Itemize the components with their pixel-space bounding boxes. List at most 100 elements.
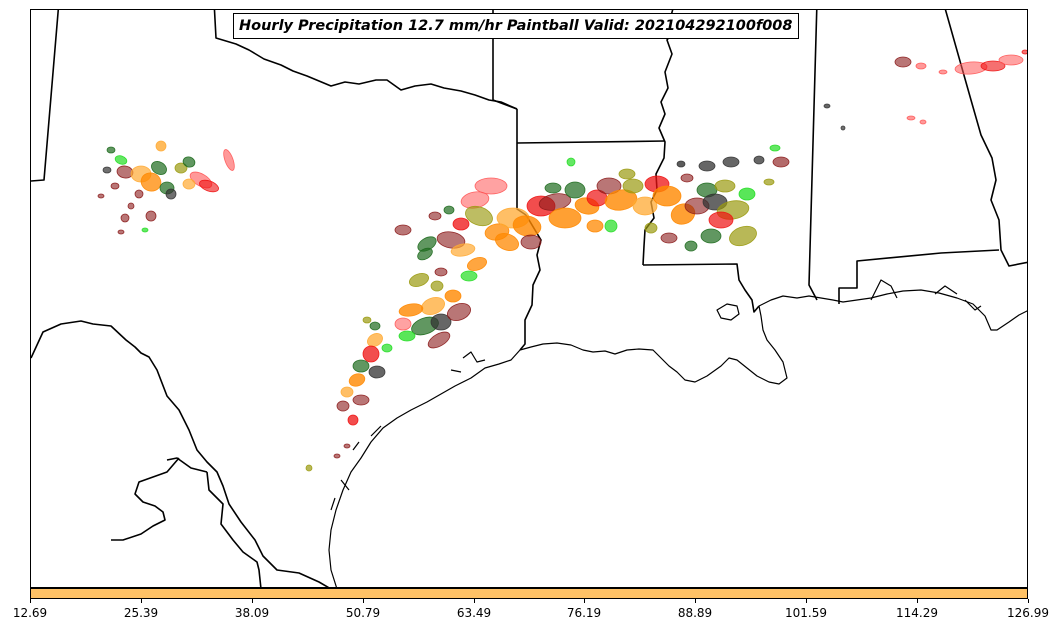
precip-blob bbox=[394, 317, 412, 331]
colorbar-tick-label: 50.79 bbox=[345, 606, 381, 620]
precip-blob bbox=[444, 289, 462, 303]
panhandle-bays bbox=[870, 279, 982, 311]
precip-blob bbox=[708, 211, 734, 229]
precip-blob bbox=[604, 219, 618, 233]
al-ga-border bbox=[944, 10, 1027, 267]
precip-blob bbox=[430, 313, 452, 331]
precip-blob bbox=[772, 156, 790, 168]
precip-blob bbox=[343, 443, 351, 449]
galveston-bay bbox=[450, 351, 486, 373]
red-river-border bbox=[213, 10, 518, 110]
precip-blob bbox=[117, 229, 125, 235]
precip-blob bbox=[738, 187, 756, 201]
precip-blob bbox=[763, 178, 775, 186]
al-fl-border bbox=[838, 249, 1000, 304]
precip-blob bbox=[127, 202, 135, 210]
colorbar-tick-label: 25.39 bbox=[123, 606, 159, 620]
precip-blob bbox=[676, 160, 686, 168]
precip-blob bbox=[417, 247, 433, 261]
precip-blob bbox=[436, 231, 466, 249]
precip-blob bbox=[680, 173, 694, 183]
precip-blob bbox=[684, 240, 698, 252]
precip-blob bbox=[622, 178, 644, 194]
precip-blob bbox=[199, 179, 219, 193]
precip-blob bbox=[305, 464, 313, 472]
precip-blob bbox=[919, 119, 927, 125]
precip-blob bbox=[362, 345, 380, 363]
ar-la-border bbox=[516, 140, 666, 144]
precip-blob bbox=[333, 453, 341, 459]
precip-blob bbox=[223, 149, 235, 171]
precip-blob bbox=[174, 162, 188, 174]
mexico-state-lines bbox=[111, 457, 262, 587]
precip-blob bbox=[632, 196, 658, 216]
precip-blob bbox=[938, 69, 948, 75]
precip-blob bbox=[906, 115, 916, 121]
precip-blob bbox=[494, 233, 520, 251]
precip-blob bbox=[362, 316, 372, 324]
precip-blob bbox=[369, 321, 381, 331]
precip-paintball-swaths bbox=[97, 49, 1027, 472]
precip-blob bbox=[352, 394, 370, 406]
coastline bbox=[328, 279, 1027, 587]
precip-blob bbox=[427, 331, 451, 349]
colorbar bbox=[30, 588, 1028, 599]
precip-blob bbox=[1021, 49, 1027, 55]
nm-tx-border bbox=[31, 10, 60, 182]
colorbar-tick-label: 63.49 bbox=[456, 606, 492, 620]
precip-blob bbox=[336, 400, 350, 412]
tx-ar-border bbox=[516, 109, 527, 216]
precip-blob bbox=[155, 140, 167, 152]
precip-blob bbox=[394, 224, 412, 236]
precip-blob bbox=[367, 333, 383, 347]
map-panel bbox=[30, 9, 1028, 588]
colorbar-tick bbox=[474, 599, 475, 603]
precip-blob bbox=[114, 155, 128, 165]
precip-blob bbox=[434, 267, 448, 277]
precip-blob bbox=[544, 182, 562, 194]
colorbar-tick-label: 12.69 bbox=[12, 606, 48, 620]
precip-blob bbox=[980, 60, 1006, 72]
precip-blob bbox=[520, 234, 542, 250]
precip-blob bbox=[722, 156, 740, 168]
precip-blob bbox=[443, 205, 455, 215]
colorbar-tick bbox=[30, 599, 31, 603]
colorbar-tick-label: 88.89 bbox=[677, 606, 713, 620]
precip-blob bbox=[548, 207, 582, 229]
precip-blob bbox=[586, 219, 604, 233]
precip-blob bbox=[700, 228, 722, 244]
precip-blob bbox=[652, 185, 682, 207]
precip-blob bbox=[352, 359, 370, 373]
gulf-coast-louisiana bbox=[519, 305, 788, 385]
precip-blob bbox=[604, 189, 638, 211]
precip-blob bbox=[110, 182, 120, 190]
precip-blob bbox=[145, 210, 157, 222]
gulf-coast-texas bbox=[328, 349, 521, 587]
precip-blob bbox=[106, 146, 116, 154]
precip-blob bbox=[340, 386, 354, 398]
colorbar-tick-label: 76.19 bbox=[566, 606, 602, 620]
precip-blob bbox=[428, 211, 442, 221]
precip-blob bbox=[347, 414, 359, 426]
colorbar-tick-label: 114.29 bbox=[896, 606, 938, 620]
precip-blob bbox=[460, 270, 478, 282]
precip-blob bbox=[141, 227, 149, 233]
precip-blob bbox=[165, 188, 177, 200]
precip-blob bbox=[566, 157, 576, 167]
ms-al-border bbox=[808, 10, 818, 301]
precip-blob bbox=[348, 373, 366, 387]
mexico-border bbox=[31, 320, 330, 587]
precip-blob bbox=[134, 189, 144, 199]
precip-blob bbox=[698, 160, 716, 172]
colorbar-tick bbox=[584, 599, 585, 603]
colorbar-tick-label: 38.09 bbox=[234, 606, 270, 620]
precip-blob bbox=[398, 330, 416, 342]
precip-blob bbox=[564, 181, 586, 199]
precip-blob bbox=[998, 54, 1024, 66]
precip-blob bbox=[408, 273, 430, 287]
precip-blob bbox=[465, 205, 493, 227]
precip-blob bbox=[618, 168, 636, 180]
precip-blob bbox=[398, 303, 424, 317]
precip-blob bbox=[450, 243, 476, 257]
precip-blob bbox=[894, 56, 912, 68]
